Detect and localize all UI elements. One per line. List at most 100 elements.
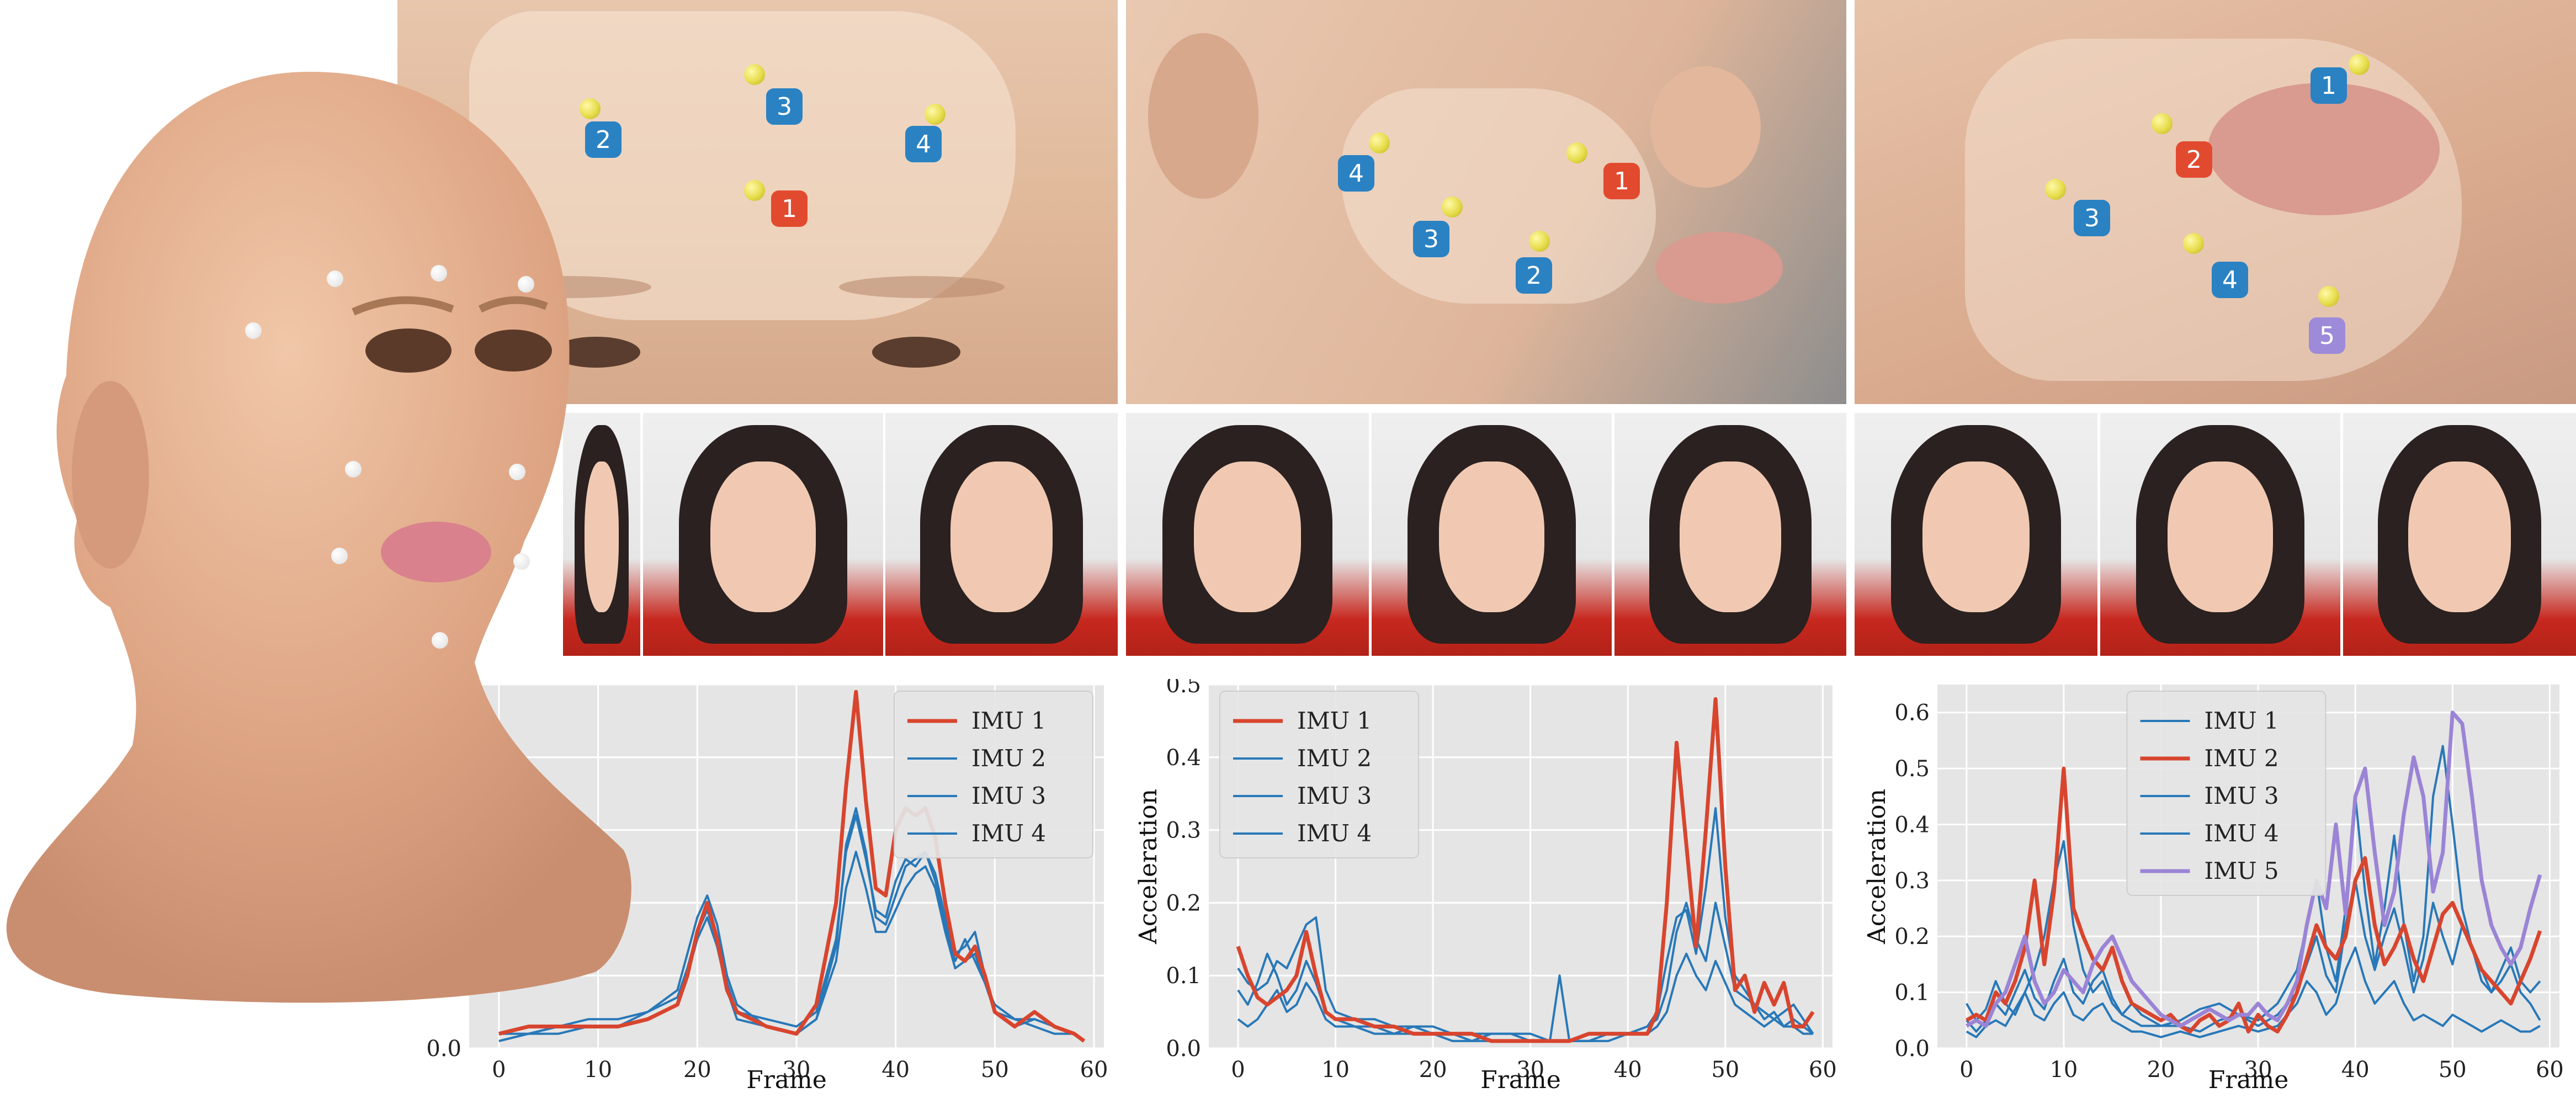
participant-photo-frown bbox=[563, 413, 640, 656]
participant-photo-neutral bbox=[885, 413, 1118, 656]
acceleration-chart-cheek: 0 10 20 30 40 50 60 0.0 0.1 0.2 0.3 0.4 0.5 Frame Acce… bbox=[1134, 679, 1837, 1094]
imu-badge-3: 3 bbox=[1413, 221, 1449, 257]
mouth-skin-patch bbox=[1965, 39, 2462, 381]
x-tick-label: 10 bbox=[584, 1057, 612, 1083]
x-tick-label: 0 bbox=[492, 1057, 506, 1083]
participant-photo-wide-mouth bbox=[2343, 413, 2576, 656]
x-tick-label: 0 bbox=[1231, 1057, 1245, 1083]
legend-label: IMU 2 bbox=[2205, 745, 2279, 772]
y-tick-label: 0.5 bbox=[1166, 679, 1201, 698]
participant-photo-open-mouth bbox=[1855, 413, 2097, 656]
series-line-imu-3 bbox=[1966, 745, 2541, 1027]
participant-face bbox=[2408, 462, 2511, 612]
imu-badge-5: 5 bbox=[2309, 317, 2345, 354]
marker-dot bbox=[345, 461, 362, 478]
nose bbox=[1650, 66, 1761, 188]
sensor-dot bbox=[925, 104, 946, 125]
sensor-dot bbox=[2183, 233, 2204, 254]
sensor-dot bbox=[2318, 286, 2339, 307]
sensor-dot bbox=[1442, 197, 1463, 218]
imu-badge-2: 2 bbox=[585, 121, 622, 158]
imu-badge-1: 1 bbox=[2311, 67, 2347, 104]
head-silhouette bbox=[6, 72, 631, 1003]
cheek-skin-patch bbox=[1341, 88, 1656, 304]
legend-box bbox=[894, 691, 1093, 858]
imu-badge-2: 2 bbox=[2176, 141, 2212, 178]
x-axis-label: Frame bbox=[746, 1066, 827, 1094]
imu-badge-1: 1 bbox=[771, 190, 808, 227]
x-tick-label: 60 bbox=[1080, 1057, 1108, 1083]
marker-dot bbox=[509, 464, 525, 480]
legend-box bbox=[1219, 691, 1419, 858]
participant-photo-puff-cheek-side bbox=[1614, 413, 1846, 656]
x-tick-label: 0 bbox=[1959, 1057, 1973, 1083]
head-render bbox=[0, 66, 640, 1049]
legend-label: IMU 1 bbox=[1297, 707, 1372, 734]
x-tick-label: 20 bbox=[2147, 1057, 2175, 1083]
marker-dot bbox=[431, 265, 447, 282]
imu-badge-4: 4 bbox=[905, 126, 942, 162]
eye-right bbox=[872, 337, 960, 368]
x-tick-label: 50 bbox=[1711, 1057, 1739, 1083]
marker-dot bbox=[432, 632, 448, 649]
legend-label: IMU 5 bbox=[2205, 857, 2279, 884]
y-tick-label: 0.3 bbox=[1166, 818, 1201, 844]
y-tick-label: 0.6 bbox=[1894, 701, 1930, 726]
participant-photo-smile bbox=[1372, 413, 1612, 656]
participant-face bbox=[1679, 462, 1782, 612]
legend-label: IMU 2 bbox=[1297, 745, 1372, 772]
sensor-dot bbox=[2349, 54, 2370, 75]
y-tick-label: 0.1 bbox=[1166, 963, 1201, 989]
y-tick-label: 0.0 bbox=[1894, 1036, 1930, 1062]
chart-mouth: 0 10 20 30 40 50 60 0.0 0.1 0.2 0.3 0.4 0.5 0.6 Frame A… bbox=[1855, 679, 2576, 1098]
sensor-dot bbox=[744, 180, 765, 201]
x-tick-label: 40 bbox=[2341, 1057, 2370, 1083]
legend-label: IMU 4 bbox=[2205, 820, 2279, 847]
series-line-imu-1 bbox=[498, 689, 1086, 1043]
legend-label: IMU 2 bbox=[971, 745, 1046, 772]
sensor-dot bbox=[2045, 179, 2066, 200]
x-tick-label: 30 bbox=[1516, 1057, 1544, 1083]
marker-dot bbox=[518, 276, 534, 293]
x-tick-label: 60 bbox=[2536, 1057, 2564, 1083]
legend-label: IMU 4 bbox=[1297, 820, 1372, 847]
cheek-render-panel: 1 2 3 4 bbox=[1126, 0, 1846, 404]
series-line-imu-2 bbox=[1966, 766, 2542, 1034]
chart-cheek: 0 10 20 30 40 50 60 0.0 0.1 0.2 0.3 0.4 0.5 Frame Acce… bbox=[1126, 679, 1849, 1098]
participant-face bbox=[2167, 462, 2274, 612]
imu-badge-4: 4 bbox=[2212, 262, 2248, 298]
y-axis-label: Acceleration bbox=[1863, 789, 1891, 945]
legend-label: IMU 1 bbox=[2205, 707, 2279, 734]
participant-face bbox=[710, 462, 816, 612]
legend-label: IMU 1 bbox=[971, 707, 1046, 734]
y-tick-label: 0.0 bbox=[1166, 1036, 1201, 1062]
participant-face bbox=[585, 462, 619, 612]
x-tick-label: 30 bbox=[2244, 1057, 2272, 1083]
participant-photo-puff-cheek bbox=[1126, 413, 1369, 656]
y-tick-label: 0.1 bbox=[1894, 980, 1930, 1006]
sensor-dot bbox=[2152, 113, 2173, 134]
participant-face bbox=[1438, 462, 1545, 612]
sensor-dot bbox=[1566, 142, 1587, 163]
imu-badge-3: 3 bbox=[2074, 200, 2110, 236]
lips bbox=[1656, 232, 1783, 304]
acceleration-chart-mouth: 0 10 20 30 40 50 60 0.0 0.1 0.2 0.3 0.4 0.5 0.6 Frame A… bbox=[1863, 685, 2564, 1094]
ear bbox=[1148, 33, 1258, 199]
sensor-dot bbox=[1529, 231, 1550, 252]
x-tick-label: 60 bbox=[1809, 1057, 1837, 1083]
series-line-imu-5 bbox=[1966, 710, 2542, 1028]
x-tick-label: 10 bbox=[1321, 1057, 1350, 1083]
x-tick-label: 20 bbox=[1419, 1057, 1447, 1083]
legend-label: IMU 3 bbox=[1297, 782, 1372, 809]
x-axis-label: Frame bbox=[1480, 1066, 1561, 1094]
participant-face bbox=[1922, 462, 2030, 612]
x-tick-label: 50 bbox=[981, 1057, 1009, 1083]
series-line-imu-1 bbox=[1236, 697, 1815, 1043]
sensor-dot bbox=[744, 64, 765, 85]
imu-badge-4: 4 bbox=[1338, 155, 1374, 192]
y-tick-label: 0.0 bbox=[426, 1036, 461, 1062]
x-tick-label: 40 bbox=[1614, 1057, 1642, 1083]
lips bbox=[2208, 83, 2440, 215]
y-tick-label: 0.4 bbox=[1894, 812, 1930, 837]
y-axis-label: Acceleration bbox=[1134, 789, 1162, 945]
